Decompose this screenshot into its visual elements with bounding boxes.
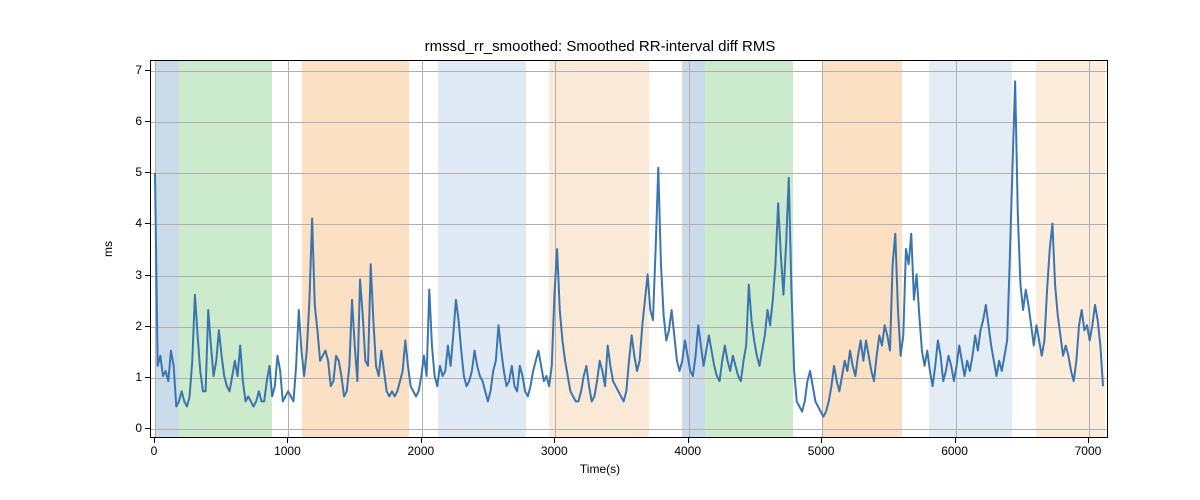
x-tick-mark — [287, 438, 288, 443]
x-tick-label: 6000 — [941, 444, 968, 458]
x-tick-mark — [821, 438, 822, 443]
plot-area — [150, 60, 1108, 438]
x-tick-mark — [688, 438, 689, 443]
y-tick-label: 1 — [135, 370, 142, 384]
data-line — [155, 81, 1103, 416]
y-tick-mark — [145, 70, 150, 71]
y-tick-label: 3 — [135, 268, 142, 282]
x-tick-label: 4000 — [674, 444, 701, 458]
y-tick-label: 7 — [135, 63, 142, 77]
chart-title: rmssd_rr_smoothed: Smoothed RR-interval … — [0, 38, 1200, 55]
y-tick-mark — [145, 428, 150, 429]
x-tick-label: 3000 — [541, 444, 568, 458]
x-tick-label: 5000 — [808, 444, 835, 458]
y-tick-mark — [145, 172, 150, 173]
x-tick-label: 1000 — [274, 444, 301, 458]
figure: rmssd_rr_smoothed: Smoothed RR-interval … — [0, 0, 1200, 500]
y-tick-label: 6 — [135, 114, 142, 128]
x-tick-mark — [1088, 438, 1089, 443]
y-tick-label: 5 — [135, 165, 142, 179]
y-tick-mark — [145, 326, 150, 327]
y-tick-mark — [145, 275, 150, 276]
x-tick-label: 7000 — [1075, 444, 1102, 458]
y-tick-mark — [145, 223, 150, 224]
y-axis-label: ms — [101, 241, 115, 257]
y-tick-label: 4 — [135, 216, 142, 230]
x-tick-mark — [955, 438, 956, 443]
x-axis-label: Time(s) — [0, 462, 1200, 476]
x-tick-mark — [554, 438, 555, 443]
y-tick-label: 2 — [135, 319, 142, 333]
x-tick-label: 2000 — [407, 444, 434, 458]
y-tick-mark — [145, 121, 150, 122]
x-tick-mark — [154, 438, 155, 443]
x-tick-mark — [421, 438, 422, 443]
y-tick-mark — [145, 377, 150, 378]
y-tick-label: 0 — [135, 421, 142, 435]
line-layer — [151, 61, 1107, 437]
x-tick-label: 0 — [151, 444, 158, 458]
